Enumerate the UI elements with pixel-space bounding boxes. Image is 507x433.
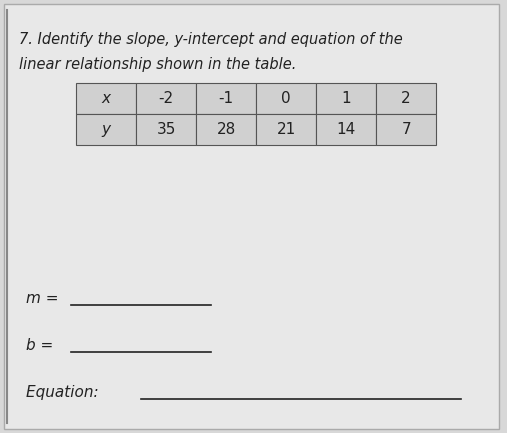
Text: 0: 0: [281, 91, 291, 106]
Text: linear relationship shown in the table.: linear relationship shown in the table.: [19, 57, 296, 72]
Bar: [316, 114, 376, 145]
Bar: [316, 83, 376, 114]
Text: y: y: [102, 122, 111, 137]
Text: 21: 21: [276, 122, 296, 137]
Bar: [77, 114, 136, 145]
Text: 7: 7: [401, 122, 411, 137]
Bar: [256, 114, 316, 145]
Text: 1: 1: [341, 91, 351, 106]
FancyBboxPatch shape: [4, 3, 498, 430]
Text: 28: 28: [216, 122, 236, 137]
Text: -1: -1: [219, 91, 234, 106]
Text: 35: 35: [157, 122, 176, 137]
Text: -2: -2: [159, 91, 174, 106]
Bar: [256, 83, 316, 114]
Text: 2: 2: [401, 91, 411, 106]
Bar: [196, 83, 256, 114]
Bar: [376, 114, 436, 145]
Bar: [376, 83, 436, 114]
Bar: [136, 114, 196, 145]
Bar: [77, 83, 136, 114]
Bar: [196, 114, 256, 145]
Text: Equation:: Equation:: [26, 385, 104, 401]
Bar: [136, 83, 196, 114]
Text: x: x: [102, 91, 111, 106]
Text: 7. Identify the slope, y-intercept and equation of the: 7. Identify the slope, y-intercept and e…: [19, 32, 403, 46]
Text: 14: 14: [337, 122, 356, 137]
Text: m =: m =: [26, 291, 64, 306]
Text: b =: b =: [26, 338, 58, 353]
